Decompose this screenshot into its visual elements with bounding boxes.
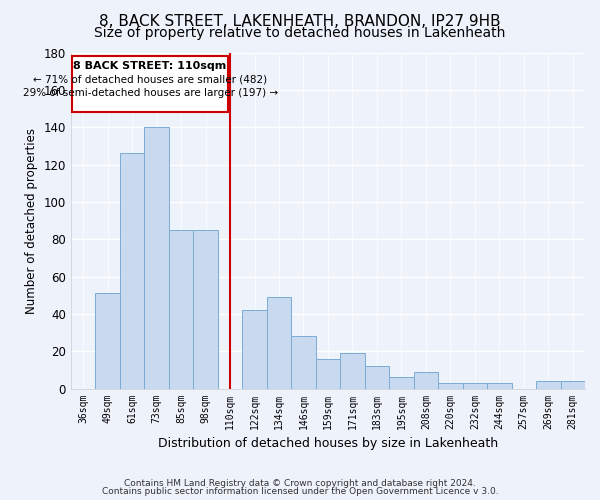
Bar xyxy=(536,381,560,388)
Bar xyxy=(267,297,291,388)
Bar xyxy=(242,310,267,388)
Bar xyxy=(291,336,316,388)
Y-axis label: Number of detached properties: Number of detached properties xyxy=(25,128,38,314)
Bar xyxy=(120,154,145,388)
Bar xyxy=(487,383,512,388)
Text: 8, BACK STREET, LAKENHEATH, BRANDON, IP27 9HB: 8, BACK STREET, LAKENHEATH, BRANDON, IP2… xyxy=(99,14,501,29)
Text: 8 BACK STREET: 110sqm: 8 BACK STREET: 110sqm xyxy=(73,61,227,71)
Bar xyxy=(316,358,340,388)
Bar xyxy=(560,381,585,388)
Bar xyxy=(145,127,169,388)
X-axis label: Distribution of detached houses by size in Lakenheath: Distribution of detached houses by size … xyxy=(158,437,498,450)
Bar xyxy=(463,383,487,388)
Text: ← 71% of detached houses are smaller (482): ← 71% of detached houses are smaller (48… xyxy=(33,75,267,85)
Bar xyxy=(389,378,413,388)
Text: 29% of semi-detached houses are larger (197) →: 29% of semi-detached houses are larger (… xyxy=(23,88,278,98)
Bar xyxy=(413,372,438,388)
Text: Contains HM Land Registry data © Crown copyright and database right 2024.: Contains HM Land Registry data © Crown c… xyxy=(124,478,476,488)
Bar xyxy=(72,56,228,112)
Bar xyxy=(193,230,218,388)
Bar xyxy=(95,294,120,388)
Text: Contains public sector information licensed under the Open Government Licence v : Contains public sector information licen… xyxy=(101,487,499,496)
Bar xyxy=(365,366,389,388)
Text: Size of property relative to detached houses in Lakenheath: Size of property relative to detached ho… xyxy=(94,26,506,40)
Bar xyxy=(169,230,193,388)
Bar xyxy=(438,383,463,388)
Bar xyxy=(340,353,365,388)
